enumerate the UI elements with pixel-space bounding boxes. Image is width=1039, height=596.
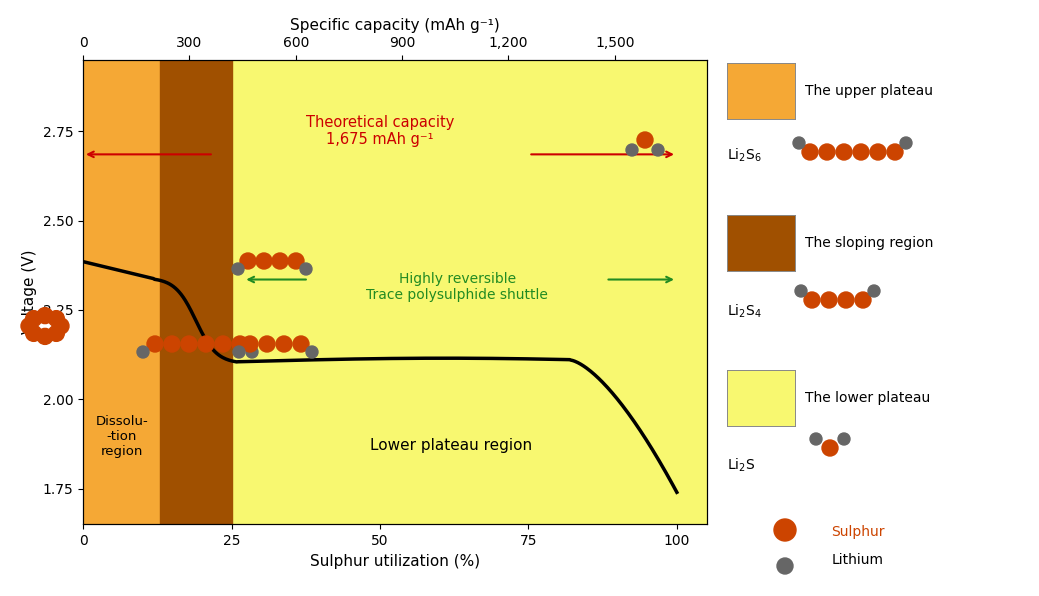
Text: The upper plateau: The upper plateau: [805, 83, 933, 98]
Circle shape: [232, 336, 248, 352]
Circle shape: [836, 144, 852, 160]
Circle shape: [627, 144, 638, 156]
Circle shape: [774, 519, 796, 541]
Bar: [232, 60, 707, 524]
Circle shape: [819, 144, 835, 160]
Circle shape: [232, 263, 244, 275]
Circle shape: [26, 325, 42, 342]
Text: Li$_2$S$_6$: Li$_2$S$_6$: [727, 146, 762, 164]
Circle shape: [21, 318, 37, 334]
Circle shape: [804, 292, 820, 308]
Text: The sloping region: The sloping region: [805, 235, 934, 250]
Circle shape: [53, 318, 69, 334]
Circle shape: [240, 253, 256, 269]
Circle shape: [26, 311, 42, 327]
Circle shape: [777, 558, 793, 574]
Circle shape: [242, 336, 258, 352]
Circle shape: [855, 292, 871, 308]
Text: The lower plateau: The lower plateau: [805, 390, 931, 405]
Circle shape: [137, 346, 149, 358]
Circle shape: [870, 144, 886, 160]
Circle shape: [795, 285, 807, 297]
Circle shape: [887, 144, 903, 160]
Circle shape: [49, 311, 64, 327]
Circle shape: [181, 336, 197, 352]
Text: Dissolu-
-tion
region: Dissolu- -tion region: [96, 415, 149, 458]
Circle shape: [246, 346, 258, 358]
Circle shape: [276, 336, 292, 352]
Circle shape: [233, 346, 245, 358]
Bar: [83, 60, 160, 524]
Circle shape: [810, 433, 822, 445]
Circle shape: [256, 253, 272, 269]
Circle shape: [821, 292, 837, 308]
Circle shape: [868, 285, 880, 297]
Circle shape: [637, 132, 652, 148]
Circle shape: [198, 336, 214, 352]
Circle shape: [822, 440, 838, 456]
Circle shape: [293, 336, 309, 352]
Text: Li$_2$S: Li$_2$S: [727, 456, 755, 474]
Circle shape: [900, 137, 912, 149]
Circle shape: [215, 336, 231, 352]
Circle shape: [793, 137, 805, 149]
Circle shape: [37, 328, 53, 344]
Circle shape: [300, 263, 312, 275]
Text: Lower plateau region: Lower plateau region: [370, 438, 532, 454]
Text: Li$_2$S$_4$: Li$_2$S$_4$: [727, 302, 763, 320]
X-axis label: Specific capacity (mAh g⁻¹): Specific capacity (mAh g⁻¹): [290, 18, 500, 33]
Text: Theoretical capacity
1,675 mAh g⁻¹: Theoretical capacity 1,675 mAh g⁻¹: [305, 115, 454, 147]
Circle shape: [802, 144, 818, 160]
Y-axis label: Voltage (V): Voltage (V): [22, 250, 37, 334]
Text: Sulphur: Sulphur: [831, 524, 884, 539]
Circle shape: [37, 308, 53, 324]
Circle shape: [164, 336, 180, 352]
Circle shape: [49, 325, 64, 342]
Circle shape: [272, 253, 288, 269]
Circle shape: [838, 433, 850, 445]
Text: Highly reversible
Trace polysulphide shuttle: Highly reversible Trace polysulphide shu…: [366, 272, 549, 302]
X-axis label: Sulphur utilization (%): Sulphur utilization (%): [310, 554, 480, 569]
Text: Lithium: Lithium: [831, 553, 883, 567]
Circle shape: [146, 336, 163, 352]
Circle shape: [838, 292, 854, 308]
Circle shape: [259, 336, 275, 352]
Bar: [160, 60, 232, 524]
Circle shape: [853, 144, 869, 160]
Circle shape: [288, 253, 304, 269]
Circle shape: [307, 346, 318, 358]
Circle shape: [652, 144, 664, 156]
